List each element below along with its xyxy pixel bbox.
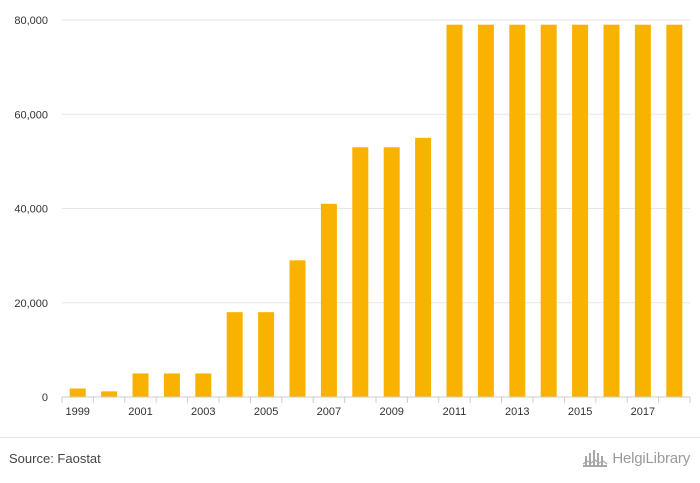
y-tick-label: 20,000 <box>14 298 48 310</box>
footer-divider <box>0 437 700 438</box>
x-axis-ticks: 1999 2001 2003 2005 2007 2009 2011 2013 2015 2017 <box>61 397 691 418</box>
x-tick-label: 2009 <box>379 406 403 418</box>
x-tick-label: 2001 <box>128 406 152 418</box>
bar-2007 <box>320 203 337 397</box>
bars <box>69 24 683 398</box>
y-tick-label: 80,000 <box>14 15 48 27</box>
y-tick-label: 60,000 <box>14 109 48 121</box>
x-tick-label: 2015 <box>568 406 592 418</box>
bar-2003 <box>195 373 212 397</box>
bar-2014 <box>540 24 557 398</box>
bar-chart: 0 20,000 40,000 60,000 80,000 1999 2001 2003 20… <box>14 15 691 418</box>
bar-2015 <box>572 24 589 398</box>
x-tick-label: 2013 <box>505 406 529 418</box>
bar-2002 <box>163 373 180 397</box>
logo-text: HelgiLibrary <box>612 449 690 467</box>
bar-2009 <box>383 147 400 397</box>
bar-2008 <box>352 147 369 397</box>
bar-2006 <box>289 260 306 397</box>
bar-2010 <box>415 137 432 397</box>
gridlines <box>62 19 690 304</box>
x-tick-label: 1999 <box>65 406 89 418</box>
bar-2004 <box>226 312 243 397</box>
bar-1999 <box>69 388 86 397</box>
bar-2012 <box>477 24 494 398</box>
bar-2000 <box>101 391 118 397</box>
bar-2018 <box>666 24 683 398</box>
y-tick-label: 0 <box>42 392 48 404</box>
y-tick-label: 40,000 <box>14 204 48 216</box>
bar-2001 <box>132 373 149 397</box>
x-tick-label: 2005 <box>254 406 278 418</box>
x-tick-label: 2003 <box>191 406 215 418</box>
library-building-icon <box>582 450 608 467</box>
helgilibrary-logo: HelgiLibrary <box>582 448 690 468</box>
bar-2017 <box>634 24 651 398</box>
bar-2013 <box>509 24 526 398</box>
y-axis-ticks: 0 20,000 40,000 60,000 80,000 <box>14 15 48 404</box>
bar-2016 <box>603 24 620 398</box>
x-tick-label: 2017 <box>631 406 655 418</box>
x-tick-label: 2011 <box>443 406 467 418</box>
bar-2005 <box>258 312 275 397</box>
source-label: Source: Faostat <box>9 451 101 466</box>
x-tick-label: 2007 <box>317 406 341 418</box>
bar-2011 <box>446 24 463 398</box>
